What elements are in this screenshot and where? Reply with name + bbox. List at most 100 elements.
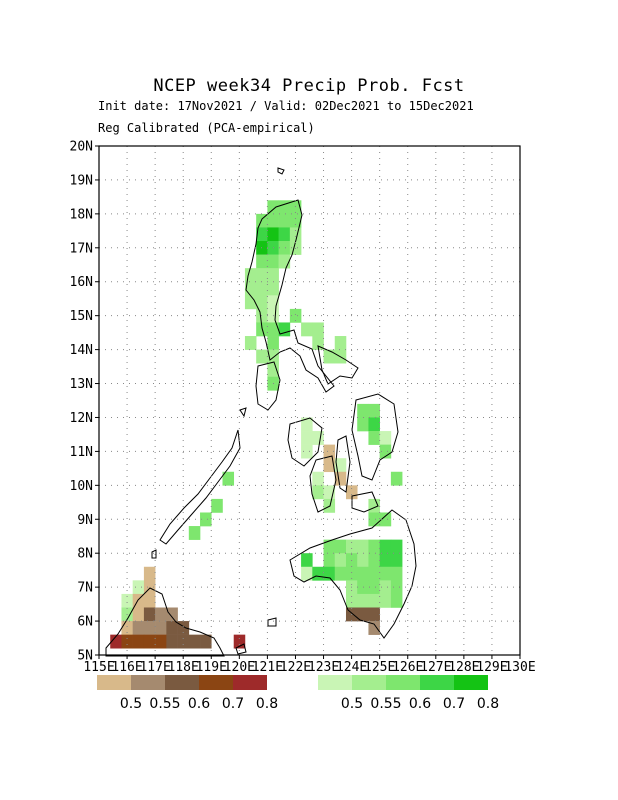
small-island-1 (277, 167, 285, 175)
prob-cell (390, 539, 403, 554)
legend-label: 0.6 (409, 696, 431, 712)
legend-swatch (318, 675, 352, 690)
lon-label: 125E (364, 660, 395, 675)
lon-label: 129E (476, 660, 507, 675)
prob-cell (155, 607, 167, 622)
lat-label: 18N (70, 207, 93, 222)
legend-label: 0.8 (256, 696, 278, 712)
samar-leyte-coastline (351, 393, 399, 481)
legend-swatch (386, 675, 420, 690)
mindoro-coastline (255, 361, 281, 411)
lon-label: 121E (252, 660, 283, 675)
prob-cell (278, 200, 291, 215)
prob-cell (166, 634, 178, 649)
prob-cell (312, 485, 324, 500)
prob-cell (368, 539, 380, 554)
prob-cell (267, 322, 279, 337)
prob-cell (132, 621, 145, 635)
map-title: NCEP week34 Precip Prob. Fcst (153, 76, 465, 96)
legend-above-normal: 0.5 0.55 0.6 0.7 0.8 (318, 675, 499, 712)
prob-cell (188, 634, 201, 649)
prob-cell (379, 580, 392, 595)
probability-cells (110, 200, 403, 649)
palawan-coastline (159, 429, 241, 545)
lat-label: 7N (77, 581, 93, 596)
lat-label: 8N (77, 547, 93, 562)
lon-label: 128E (448, 660, 479, 675)
prob-cell (143, 566, 156, 581)
prob-cell (323, 553, 336, 568)
prob-cell (390, 580, 403, 595)
prob-cell (256, 349, 268, 364)
prob-cell (368, 403, 380, 418)
prob-cell (368, 593, 380, 608)
prob-cell (312, 322, 324, 337)
lon-label: 122E (280, 660, 311, 675)
legend-label: 0.7 (222, 696, 244, 712)
lat-label: 20N (70, 140, 93, 155)
legend-label: 0.55 (149, 696, 180, 712)
prob-cell (121, 593, 133, 608)
legend-label: 0.7 (443, 696, 465, 712)
prob-cell (345, 566, 358, 581)
lat-label: 19N (70, 173, 93, 188)
borneo-coastline (105, 587, 225, 657)
prob-cell (222, 471, 235, 486)
legend-label: 0.5 (120, 696, 142, 712)
prob-cell (390, 471, 403, 486)
legend-label: 0.6 (188, 696, 210, 712)
lat-label: 16N (70, 275, 93, 290)
prob-cell (267, 268, 279, 283)
prob-cell (289, 308, 302, 323)
prob-cell (301, 566, 313, 581)
legend-swatch (352, 675, 386, 690)
lon-label: 120E (224, 660, 255, 675)
calibration-note: Reg Calibrated (PCA-empirical) (98, 121, 315, 135)
negros-coastline (309, 455, 337, 513)
legend-label: 0.5 (341, 696, 363, 712)
prob-cell (323, 566, 336, 581)
lat-label: 15N (70, 309, 93, 324)
prob-cell (278, 213, 291, 228)
prob-cell (334, 566, 347, 581)
longitude-labels: 115E116E117E118E119E120E121E122E123E124E… (83, 655, 536, 675)
legend-swatch (165, 675, 199, 690)
lat-label: 5N (77, 649, 93, 664)
prob-cell (334, 539, 347, 554)
lon-label: 124E (336, 660, 367, 675)
prob-cell (267, 200, 279, 215)
legend-swatch (199, 675, 233, 690)
prob-cell (357, 553, 369, 568)
prob-cell (289, 213, 302, 228)
prob-cell (334, 553, 347, 568)
prob-cell (143, 621, 156, 635)
cebu-coastline (335, 435, 351, 493)
prob-cell (289, 241, 302, 255)
prob-cell (267, 213, 279, 228)
prob-cell (256, 281, 268, 296)
prob-cell (200, 512, 212, 527)
prob-cell (357, 539, 369, 554)
prob-cell (379, 431, 392, 445)
prob-cell (323, 458, 336, 473)
prob-cell (267, 227, 279, 242)
lon-label: 130E (504, 660, 535, 675)
legend-swatch (454, 675, 488, 690)
prob-cell (301, 431, 313, 445)
prob-cell (334, 336, 347, 350)
prob-cell (267, 349, 279, 364)
lon-label: 123E (308, 660, 339, 675)
prob-cell (345, 593, 358, 608)
lat-label: 6N (77, 615, 93, 630)
lat-label: 13N (70, 377, 93, 392)
prob-cell (132, 607, 145, 622)
prob-cell (379, 593, 392, 608)
prob-cell (323, 349, 336, 364)
lat-label: 14N (70, 343, 93, 358)
prob-cell (132, 634, 145, 649)
legend-below-normal: 0.5 0.55 0.6 0.7 0.8 (97, 675, 278, 712)
prob-cell (121, 634, 133, 649)
prob-cell (357, 607, 369, 622)
legend-swatch (131, 675, 165, 690)
